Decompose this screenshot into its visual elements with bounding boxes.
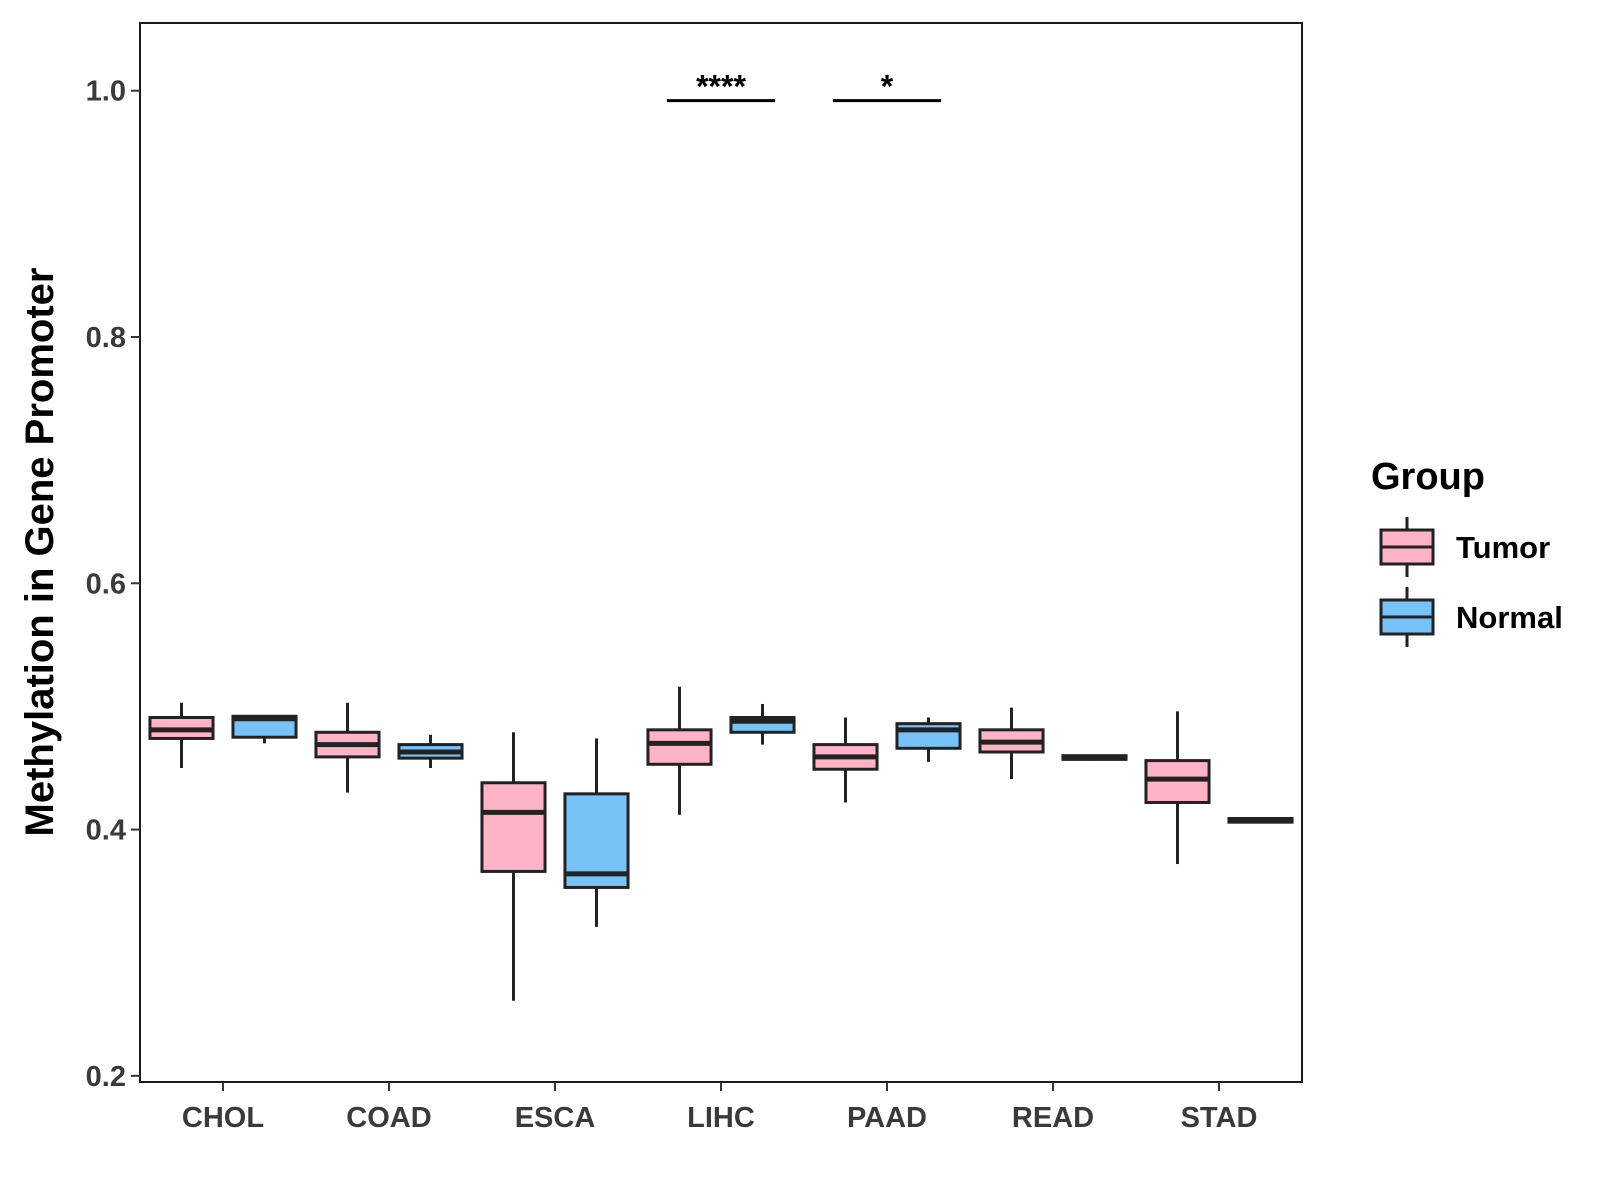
plot-panel (139, 22, 1303, 1083)
box-tumor-paad (812, 717, 879, 803)
x-tick-label: STAD (1181, 1102, 1258, 1134)
y-tick-label: 1.0 (86, 76, 126, 108)
x-tick-label: COAD (346, 1102, 431, 1134)
box-tumor-esca (480, 732, 547, 1001)
box-normal-chol (231, 714, 298, 744)
box-normal-coad (397, 734, 464, 768)
x-tick-label: ESCA (515, 1102, 596, 1134)
box-tumor-chol (148, 702, 215, 768)
box-tumor-read (978, 707, 1045, 780)
box-normal-stad (1227, 816, 1294, 824)
legend: Group Tumor Normal (1371, 456, 1563, 647)
box-normal-read (1061, 754, 1128, 761)
x-tick-label: READ (1012, 1102, 1094, 1134)
y-tick-label: 0.4 (86, 815, 126, 847)
legend-label-normal: Normal (1456, 600, 1563, 635)
box-tumor-lihc (646, 686, 713, 815)
significance-annotations: **** * (666, 69, 942, 105)
box-normal-lihc (729, 703, 796, 745)
legend-label-tumor: Tumor (1456, 530, 1550, 565)
box-normal-paad (895, 717, 962, 762)
box-normal-esca (563, 738, 630, 927)
x-tick-label: LIHC (687, 1102, 755, 1134)
box-body (480, 781, 547, 873)
x-tick-label: CHOL (182, 1102, 264, 1134)
box-tumor-stad (1144, 711, 1211, 865)
x-axis: CHOL COAD ESCA LIHC PAAD READ STAD (182, 1082, 1257, 1134)
y-tick-label: 0.8 (86, 322, 126, 354)
box-body (646, 728, 713, 766)
y-axis: 0.2 0.4 0.6 0.8 1.0 (86, 76, 140, 1093)
significance-label: * (881, 69, 894, 105)
significance-label: **** (696, 69, 746, 105)
y-tick-label: 0.2 (86, 1061, 126, 1093)
x-tick-label: PAAD (847, 1102, 927, 1134)
y-axis-title: Methylation in Gene Promoter (18, 268, 62, 837)
box-series (148, 686, 1294, 1001)
y-tick-label: 0.6 (86, 568, 126, 600)
legend-title: Group (1371, 456, 1485, 498)
legend-key-tumor (1379, 517, 1435, 577)
box-tumor-coad (314, 702, 381, 793)
legend-key-normal (1379, 587, 1435, 647)
